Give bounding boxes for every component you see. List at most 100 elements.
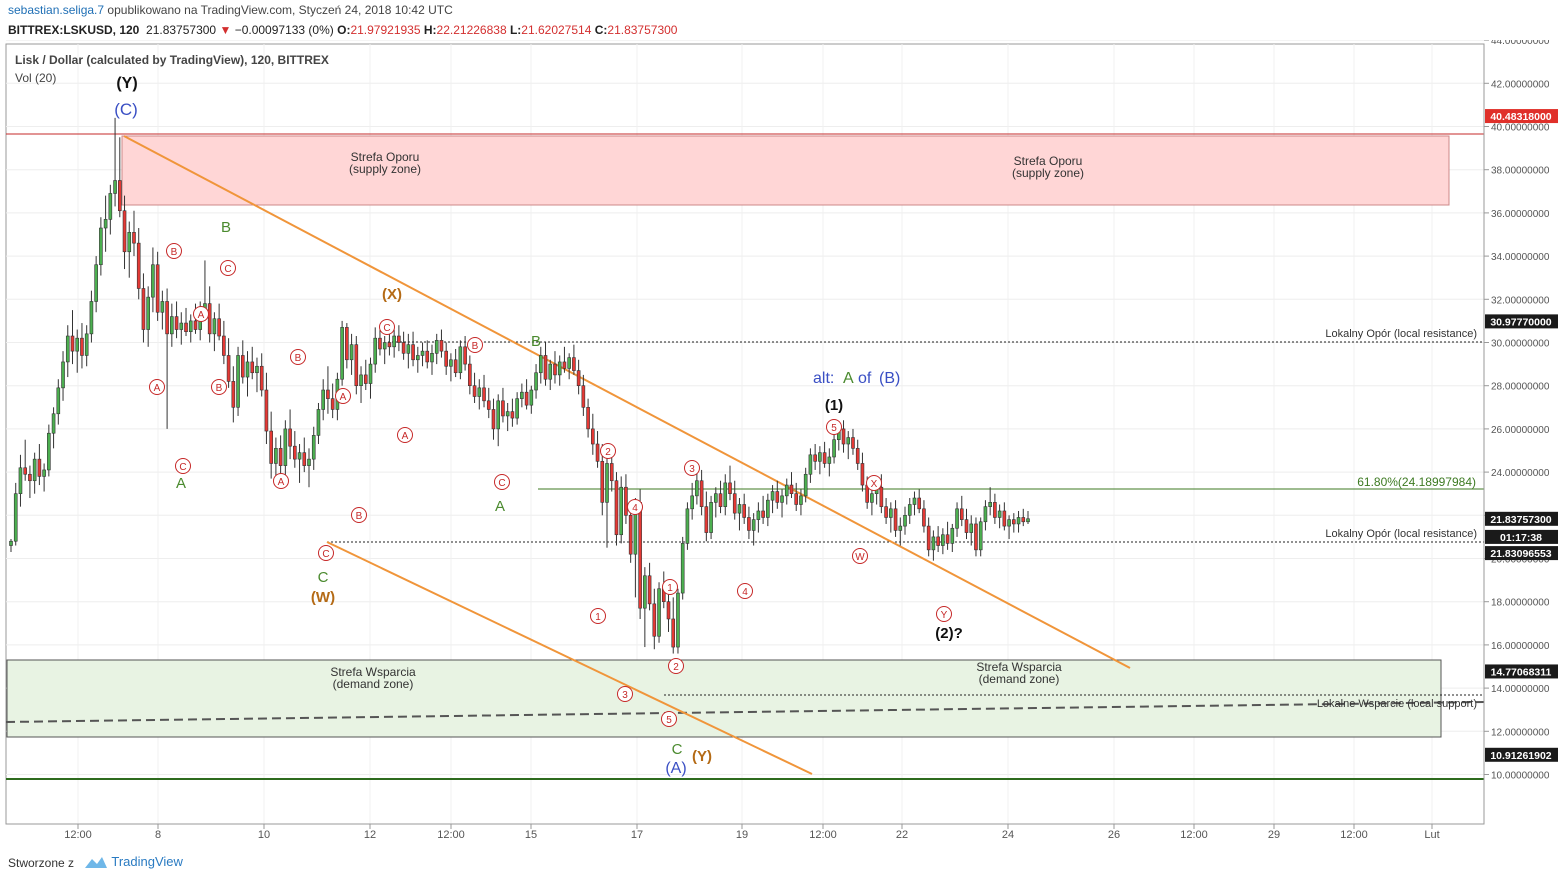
candle-down [775, 491, 780, 503]
candle-down [993, 502, 997, 518]
candle-up [889, 508, 893, 518]
y-tick-label: 36.00000000 [1491, 209, 1550, 220]
long-support-dashed-trendline[interactable] [5, 701, 1485, 723]
price-tag-box [1485, 664, 1558, 679]
candle-up [212, 318, 217, 335]
y-tick-label: 42.00000000 [1491, 79, 1550, 90]
price-tag-box [1485, 109, 1558, 124]
candle-down [964, 519, 969, 533]
x-tick-label: 19 [736, 829, 748, 841]
y-tick-label: 12.00000000 [1491, 727, 1550, 738]
wave-circle-label: C [322, 549, 329, 560]
candle-down [278, 448, 283, 466]
candle-down [624, 486, 628, 516]
candle-up [47, 432, 51, 471]
candle-up [827, 456, 832, 464]
candle-up [723, 482, 728, 507]
wave-label-b-1: B [221, 219, 231, 236]
candle-down [345, 327, 349, 361]
price-tag-label: 40.48318000 [1490, 111, 1551, 123]
wave-circle-label: B [216, 383, 223, 394]
lower-channel-trendline[interactable] [326, 541, 813, 775]
candle-up [643, 575, 647, 609]
close-label: C: [594, 23, 608, 37]
wave-circle-label: 5 [666, 715, 672, 726]
candle-down [510, 411, 515, 419]
candle-down [468, 363, 472, 387]
candle-down [543, 355, 548, 380]
candle-down [207, 303, 212, 335]
candle-up [898, 525, 903, 531]
candle-down [917, 497, 922, 510]
price-change: −0.00097133 (0%) [234, 23, 334, 37]
candle-down [28, 473, 32, 482]
candle-down [581, 385, 586, 408]
candle-down [732, 493, 737, 514]
y-tick-label: 32.00000000 [1491, 295, 1550, 306]
y-tick-label: 34.00000000 [1491, 252, 1550, 263]
author-link[interactable]: sebastian.seliga.7 [8, 3, 105, 17]
price-axis[interactable] [1485, 44, 1567, 824]
support-zone[interactable] [6, 659, 1442, 738]
candle-up [373, 337, 378, 365]
published-text: opublikowano na TradingView.com, Styczeń… [107, 3, 453, 17]
wave-circle-label: C [498, 478, 505, 489]
wave-circle [661, 711, 677, 727]
candle-up [520, 391, 524, 399]
wave-circle [617, 686, 633, 702]
candle-up [151, 264, 155, 298]
candle-up [685, 508, 690, 544]
symbol-name[interactable]: BITTREX:LSKUSD, 120 [8, 23, 140, 37]
candle-down [330, 398, 335, 410]
support-zone-title-right: Strefa Wsparcia [976, 660, 1062, 674]
candle-up [103, 219, 108, 229]
wave-circle [737, 583, 753, 599]
candle-down [1021, 517, 1026, 523]
y-tick-label: 28.00000000 [1491, 382, 1550, 393]
candle-down [524, 391, 529, 406]
volume-indicator-label[interactable]: Vol (20) [15, 71, 56, 85]
candle-up [496, 400, 501, 430]
candle-up [756, 510, 761, 520]
candle-up [751, 519, 756, 531]
price-tag-box [1485, 546, 1558, 561]
time-axis-ticks[interactable]: 12:00 8 10 12 12:00 15 17 19 12:00 22 24 26 12:00 29 1… [64, 824, 1440, 841]
alt-label-b: (B) [879, 370, 900, 387]
candle-down [666, 601, 671, 620]
wave-labels: (Y) (C) B A (X) B A C (W) C (A) (Y) alt:… [114, 75, 963, 777]
candle-up [534, 372, 538, 391]
made-with-text: Stworzone z [8, 856, 75, 870]
candle-up [316, 409, 321, 436]
price-tag-box [1485, 529, 1558, 544]
candle-down [1012, 519, 1016, 525]
tradingview-link[interactable]: TradingView [84, 854, 183, 871]
fib-618-label: 61.80%(24.18997984) [1357, 475, 1476, 489]
wave-circle [175, 458, 191, 474]
x-tick-label: 22 [896, 829, 908, 841]
x-tick-label: 12:00 [64, 829, 92, 841]
x-tick-label: 17 [631, 829, 643, 841]
candle-down [136, 242, 141, 289]
wave-circle [826, 419, 842, 435]
candle-down [288, 428, 292, 447]
price-chart[interactable]: Strefa Oporu (supply zone) Strefa Oporu … [0, 36, 1567, 848]
y-tick-label: 10.00000000 [1491, 771, 1550, 782]
y-tick-label: 30.00000000 [1491, 339, 1550, 350]
candle-down [718, 493, 723, 507]
candle-down [444, 350, 448, 367]
candle-up [818, 452, 822, 462]
chart-area[interactable]: Strefa Oporu (supply zone) Strefa Oporu … [0, 36, 1567, 848]
upper-channel-trendline[interactable] [123, 135, 1131, 669]
resistance-zone[interactable] [121, 135, 1450, 206]
wave-circle-label: B [295, 353, 302, 364]
wave-circle-label: 1 [595, 612, 601, 623]
x-tick-label: Lut [1424, 829, 1439, 841]
candle-down [501, 400, 505, 417]
candle-up [1026, 518, 1030, 523]
candle-up [784, 484, 789, 497]
wave-circle-label: 3 [622, 690, 628, 701]
wave-circle-label: A [402, 431, 409, 442]
candle-down [794, 493, 799, 505]
candle-down [397, 335, 401, 343]
candle-up [56, 387, 61, 415]
